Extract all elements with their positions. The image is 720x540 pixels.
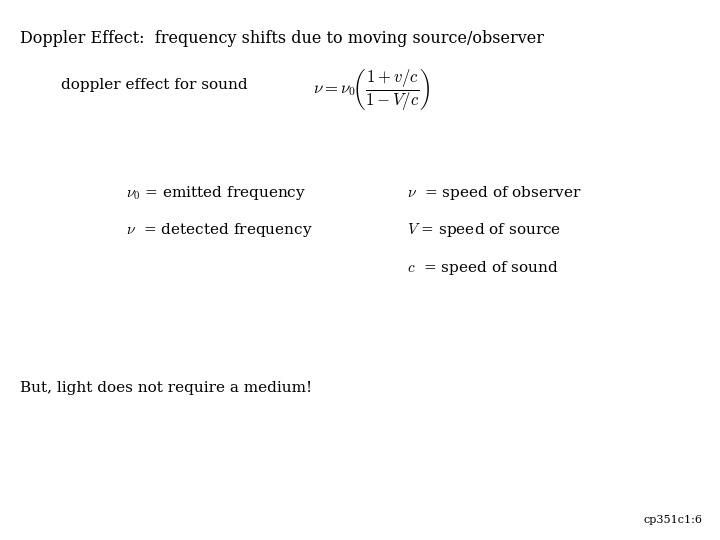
Text: $\nu = \nu_0\!\left(\dfrac{1+v/c}{1-V/c}\right)$: $\nu = \nu_0\!\left(\dfrac{1+v/c}{1-V/c}…	[313, 68, 431, 113]
Text: $\nu$  = detected frequency: $\nu$ = detected frequency	[126, 221, 312, 239]
Text: doppler effect for sound: doppler effect for sound	[61, 78, 248, 92]
Text: $V$ = speed of source: $V$ = speed of source	[407, 221, 561, 239]
Text: Doppler Effect:  frequency shifts due to moving source/observer: Doppler Effect: frequency shifts due to …	[20, 30, 544, 46]
Text: cp351c1:6: cp351c1:6	[643, 515, 702, 525]
Text: $c$  = speed of sound: $c$ = speed of sound	[407, 259, 559, 277]
Text: But, light does not require a medium!: But, light does not require a medium!	[20, 381, 312, 395]
Text: $\nu$  = speed of observer: $\nu$ = speed of observer	[407, 184, 582, 201]
Text: $\nu_0$ = emitted frequency: $\nu_0$ = emitted frequency	[126, 184, 306, 201]
